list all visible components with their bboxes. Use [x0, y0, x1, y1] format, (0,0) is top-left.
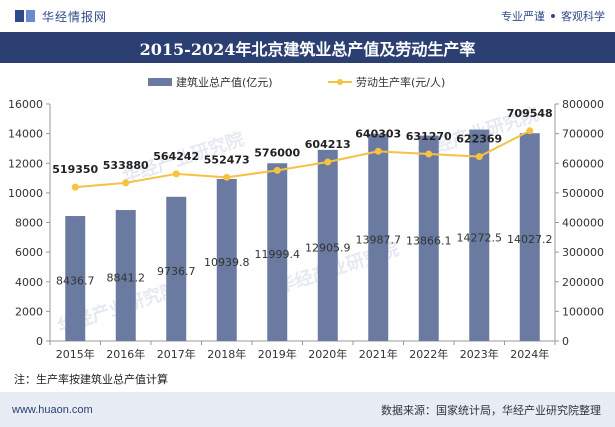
line-value-label: 576000 — [254, 146, 300, 159]
slogan: 专业严谨 客观科学 — [501, 8, 605, 24]
axes: 0 2000 4000 6000 8000 10000 12000 14000 16000 0 10… — [8, 98, 604, 361]
bar — [166, 196, 187, 341]
logo-text: 华经情报网 — [42, 9, 108, 24]
y-right-tick-label: 600000 — [562, 157, 604, 170]
x-tick-label: 2024年 — [510, 347, 549, 361]
footer-site: www.huaon.com — [12, 403, 93, 416]
line-series — [71, 127, 534, 191]
bar-value-label: 10939.8 — [204, 256, 250, 269]
x-tick-label: 2019年 — [258, 347, 297, 361]
y-left-tick-label: 8000 — [15, 217, 43, 230]
y-left-tick-label: 12000 — [8, 157, 43, 170]
bar — [317, 149, 338, 341]
bar-value-label: 8841.2 — [107, 272, 146, 285]
line-point — [223, 173, 231, 181]
footer: www.huaon.com 数据来源：国家统计局，华经产业研究院整理 — [0, 392, 615, 427]
top-bar: 华经情报网 专业严谨 客观科学 — [0, 0, 615, 32]
x-tick-label: 2021年 — [359, 347, 398, 361]
y-right-tick-label: 700000 — [562, 128, 604, 141]
y-right-tick-label: 100000 — [562, 305, 604, 318]
line-path — [75, 129, 531, 189]
slogan-left: 专业严谨 — [501, 10, 545, 23]
line-point — [374, 147, 382, 155]
x-tick-label: 2020年 — [308, 347, 347, 361]
line-point — [273, 166, 281, 174]
slogan-right: 客观科学 — [561, 10, 605, 23]
line-point — [71, 183, 79, 191]
bar — [65, 216, 86, 341]
bar-value-label: 12905.9 — [305, 241, 351, 254]
x-tick-label: 2022年 — [409, 347, 448, 361]
logo: 华经情报网 — [14, 8, 107, 25]
bar — [368, 133, 389, 341]
x-tick-label: 2018年 — [207, 347, 246, 361]
footer-source: 数据来源：国家统计局，华经产业研究院整理 — [381, 403, 601, 417]
line-value-label: 631270 — [406, 130, 452, 143]
y-left-tick-label: 16000 — [8, 98, 43, 111]
line-value-label: 709548 — [507, 107, 553, 120]
y-right-tick-label: 0 — [562, 335, 569, 348]
x-tick-label: 2016年 — [106, 347, 145, 361]
legend-line-label: 劳动生产率(元/人) — [356, 75, 445, 89]
y-left-tick-label: 4000 — [15, 276, 43, 289]
line-point — [172, 170, 180, 178]
line-point — [324, 158, 332, 166]
bar-value-label: 13987.7 — [356, 233, 402, 246]
bar — [267, 163, 288, 341]
y-left-tick-label: 6000 — [15, 246, 43, 259]
bar-value-label: 11999.4 — [255, 248, 301, 261]
line-value-label: 519350 — [52, 163, 98, 176]
line-value-label: 564242 — [153, 150, 199, 163]
legend-bar-label: 建筑业总产值(亿元) — [176, 75, 273, 89]
bar — [115, 210, 136, 341]
line-value-label: 640303 — [355, 127, 401, 140]
y-left-tick-label: 10000 — [8, 187, 43, 200]
logo-icon — [15, 10, 35, 22]
line-value-label: 622369 — [456, 133, 502, 146]
bar-value-label: 13866.1 — [406, 234, 452, 247]
y-left-tick-label: 14000 — [8, 128, 43, 141]
line-value-label: 604213 — [305, 138, 351, 151]
y-right-tick-label: 300000 — [562, 246, 604, 259]
bar-value-label: 8436.7 — [56, 275, 95, 288]
bar-value-label: 14027.2 — [507, 233, 553, 246]
bar-series — [65, 129, 540, 341]
bar — [469, 129, 490, 341]
y-right-tick-label: 400000 — [562, 217, 604, 230]
line-value-label: 552473 — [204, 153, 250, 166]
line-point — [122, 179, 130, 187]
bar-value-label: 9736.7 — [157, 265, 196, 278]
separator-dot-icon — [551, 14, 555, 18]
y-left-tick-label: 0 — [36, 335, 43, 348]
y-right-tick-label: 500000 — [562, 187, 604, 200]
chart-title: 2015-2024年北京建筑业总产值及劳动生产率 — [0, 32, 615, 63]
chart: 华经产业研究院华经产业研究院华经产业研究院华经产业研究院 建筑业总产值(亿元)劳… — [8, 75, 604, 361]
chart-note: 注：生产率按建筑业总产值计算 — [14, 373, 168, 386]
data-labels: 8436.7 8841.2 9736.7 10939.8 11999.4 12905.9 1… — [52, 107, 552, 288]
x-tick-label: 2023年 — [460, 347, 499, 361]
legend-line-marker — [337, 79, 343, 85]
legend-bar-swatch — [148, 78, 172, 86]
y-right-tick-label: 200000 — [562, 276, 604, 289]
line-point — [425, 150, 433, 158]
line-value-label: 533880 — [103, 159, 149, 172]
line-point — [526, 127, 534, 135]
y-left-tick-label: 2000 — [15, 305, 43, 318]
x-tick-label: 2017年 — [157, 347, 196, 361]
bar — [418, 135, 439, 341]
y-right-tick-label: 800000 — [562, 98, 604, 111]
bar — [519, 133, 540, 341]
legend: 建筑业总产值(亿元) 劳动生产率(元/人) — [148, 75, 445, 89]
x-tick-label: 2015年 — [56, 347, 95, 361]
line-point — [475, 153, 483, 161]
bar-value-label: 14272.5 — [457, 231, 503, 244]
bar — [216, 178, 237, 341]
